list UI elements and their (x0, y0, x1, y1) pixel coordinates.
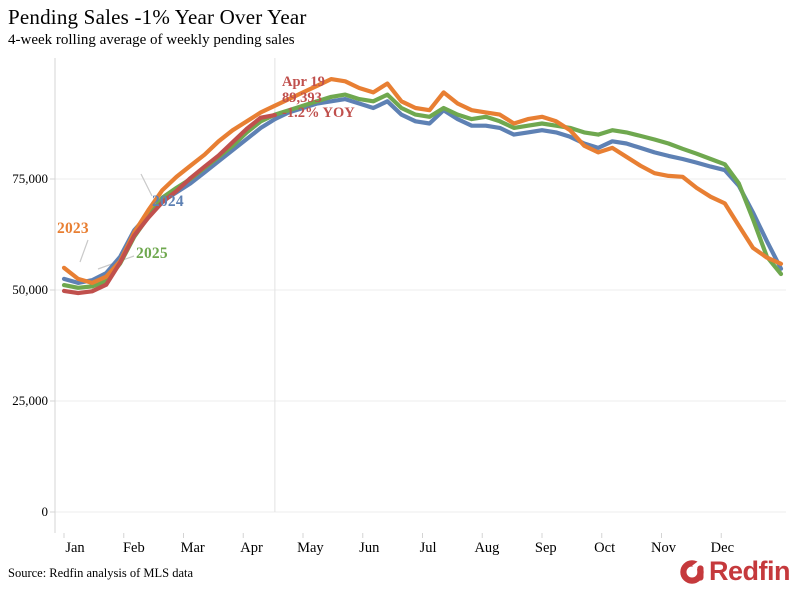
series-label-2023: 2023 (57, 220, 89, 237)
month-label-dec: Dec (710, 540, 735, 556)
label-leader-line (79, 239, 89, 263)
source-note: Source: Redfin analysis of MLS data (8, 566, 194, 580)
series-line-2024 (61, 96, 784, 285)
month-label-sep: Sep (534, 540, 557, 556)
month-label-may: May (297, 540, 324, 556)
redfin-logo-text: Redfin (709, 556, 791, 586)
month-label-jul: Jul (419, 540, 437, 556)
month-label-nov: Nov (651, 540, 676, 556)
series-label-2025: 2025 (136, 245, 168, 262)
series-line-current-year (61, 112, 277, 296)
latest-point-annotation: Apr 19 89,393 -1.2% YOY (282, 74, 355, 121)
y-tick-label: 0 (41, 504, 49, 519)
month-label-aug: Aug (474, 540, 500, 556)
label-leader-line (140, 173, 153, 197)
month-label-mar: Mar (180, 540, 205, 556)
month-label-oct: Oct (594, 540, 616, 556)
chart-subtitle: 4-week rolling average of weekly pending… (8, 32, 295, 48)
series-label-2024: 2024 (152, 193, 184, 210)
month-label-apr: Apr (240, 540, 263, 556)
y-tick-label: 75,000 (12, 171, 48, 186)
page-title: Pending Sales -1% Year Over Year (8, 5, 307, 29)
y-tick-label: 25,000 (12, 393, 48, 408)
y-tick-label: 50,000 (12, 282, 48, 297)
month-label-feb: Feb (122, 540, 145, 556)
redfin-logo: Redfin (678, 556, 791, 586)
redfin-logo-mark-icon (680, 556, 708, 584)
month-label-jan: Jan (65, 540, 85, 556)
month-label-jun: Jun (359, 540, 380, 556)
series-line-2023 (61, 76, 784, 285)
